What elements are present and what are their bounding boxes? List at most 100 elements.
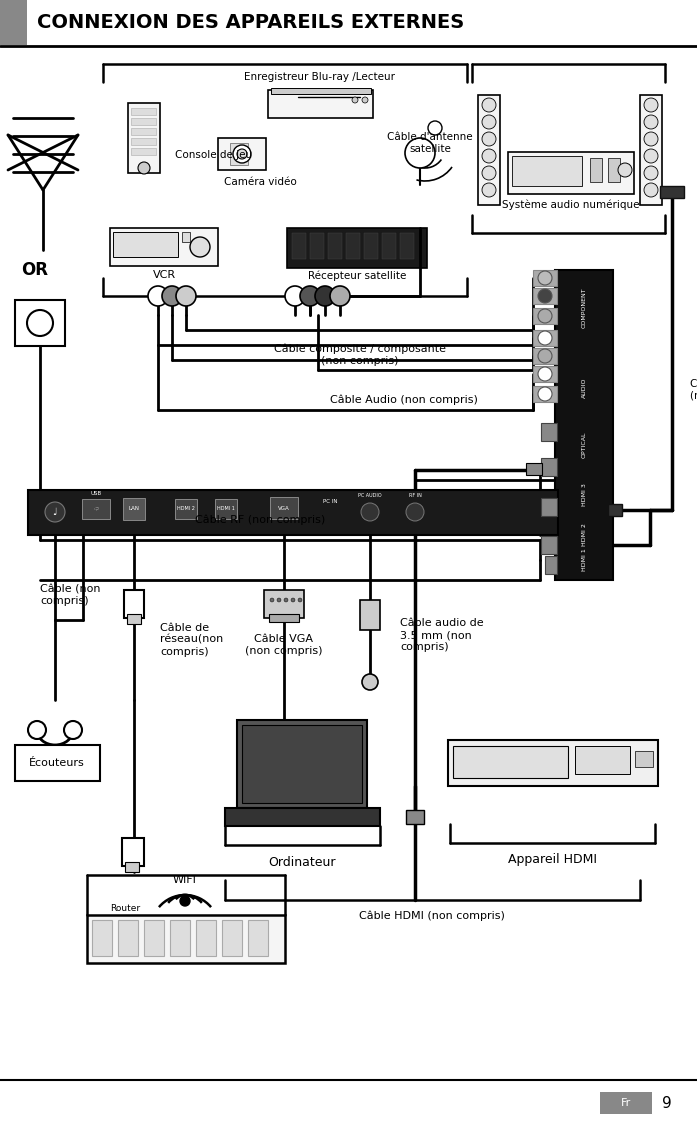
Circle shape [428, 121, 442, 135]
Bar [575, 745, 630, 773]
Bar [242, 725, 362, 803]
Bar [533, 288, 557, 304]
Bar [545, 556, 557, 574]
Circle shape [644, 115, 658, 129]
Bar [0, 0, 27, 45]
Bar [400, 233, 414, 259]
Circle shape [644, 166, 658, 180]
Text: LAN: LAN [128, 506, 139, 510]
Bar [360, 600, 380, 630]
Text: Récepteur satellite: Récepteur satellite [308, 271, 406, 281]
Bar [131, 108, 156, 115]
Text: HDMI 3: HDMI 3 [581, 483, 586, 507]
Bar [123, 498, 145, 520]
Bar [526, 463, 542, 475]
Bar [382, 233, 396, 259]
Circle shape [538, 309, 552, 323]
Circle shape [285, 286, 305, 306]
Bar [222, 920, 242, 956]
Circle shape [482, 115, 496, 129]
Circle shape [237, 149, 247, 159]
Bar [608, 504, 622, 516]
Bar [264, 590, 304, 618]
Bar [127, 614, 141, 624]
Text: Appareil HDMI: Appareil HDMI [509, 853, 597, 867]
Circle shape [538, 349, 552, 363]
Text: Câble Audio (non compris): Câble Audio (non compris) [330, 395, 478, 406]
Text: CONNEXION DES APPAREILS EXTERNES: CONNEXION DES APPAREILS EXTERNES [37, 12, 464, 31]
Bar [533, 330, 557, 346]
Circle shape [233, 145, 251, 163]
Circle shape [644, 132, 658, 146]
Bar [124, 590, 144, 618]
Bar [508, 152, 634, 194]
Circle shape [482, 166, 496, 180]
Bar [122, 839, 144, 867]
Bar [269, 614, 299, 622]
Circle shape [538, 367, 552, 381]
Text: Câble RF (non compris): Câble RF (non compris) [195, 515, 325, 525]
Circle shape [138, 163, 150, 174]
Bar [248, 920, 268, 956]
Text: HDMI 2: HDMI 2 [581, 524, 586, 546]
Text: ᴞ̣: ᴞ̣ [93, 507, 98, 511]
Bar [590, 158, 602, 182]
Text: PC AUDIO: PC AUDIO [358, 493, 382, 498]
Bar [453, 745, 568, 778]
Text: WIFI: WIFI [173, 876, 197, 884]
Circle shape [27, 311, 53, 336]
Bar [196, 920, 216, 956]
Circle shape [538, 387, 552, 401]
Bar [533, 386, 557, 402]
Circle shape [406, 503, 424, 521]
Text: 9: 9 [662, 1095, 672, 1111]
Circle shape [644, 183, 658, 197]
Circle shape [162, 286, 182, 306]
Text: OR: OR [22, 261, 49, 279]
Text: Câble composite / composante
(non compris): Câble composite / composante (non compri… [274, 344, 446, 367]
Text: Câble optique
(non compris): Câble optique (non compris) [690, 379, 697, 401]
Bar [268, 90, 373, 118]
Circle shape [644, 98, 658, 112]
Text: Câble audio de
3.5 mm (non
compris): Câble audio de 3.5 mm (non compris) [400, 619, 484, 651]
Bar [225, 808, 380, 826]
Bar [118, 920, 138, 956]
Text: Câble (non
compris): Câble (non compris) [40, 584, 100, 605]
Text: VGA: VGA [278, 506, 290, 510]
Bar [478, 95, 500, 205]
Circle shape [28, 721, 46, 739]
Text: Caméra vidéo: Caméra vidéo [224, 177, 296, 187]
Bar [230, 143, 248, 165]
Bar [541, 498, 557, 516]
Bar [28, 490, 558, 535]
Text: ♩: ♩ [53, 507, 57, 517]
Bar [270, 497, 298, 519]
Circle shape [176, 286, 196, 306]
Circle shape [482, 132, 496, 146]
Bar [364, 233, 378, 259]
Bar [131, 128, 156, 135]
Bar [292, 233, 306, 259]
Circle shape [482, 149, 496, 163]
Text: VCR: VCR [153, 270, 176, 280]
Text: USB: USB [91, 491, 102, 495]
Circle shape [538, 289, 552, 303]
Bar [113, 232, 178, 257]
Text: Câble de
réseau(non
compris): Câble de réseau(non compris) [160, 623, 223, 657]
Text: Ordinateur: Ordinateur [268, 855, 336, 869]
Bar [15, 300, 65, 346]
Bar [533, 348, 557, 364]
Circle shape [538, 331, 552, 345]
Bar [175, 499, 197, 519]
Text: Système audio numérique: Système audio numérique [503, 200, 640, 211]
Text: COMPONENT: COMPONENT [581, 288, 586, 328]
Circle shape [315, 286, 335, 306]
Circle shape [618, 163, 632, 177]
Text: HDMI 1: HDMI 1 [217, 507, 235, 511]
Bar [15, 745, 100, 781]
Bar [182, 232, 190, 242]
Bar [533, 270, 557, 286]
Text: Enregistreur Blu-ray /Lecteur: Enregistreur Blu-ray /Lecteur [245, 72, 395, 82]
Circle shape [405, 138, 435, 168]
Text: Câble VGA
(non compris): Câble VGA (non compris) [245, 634, 323, 656]
